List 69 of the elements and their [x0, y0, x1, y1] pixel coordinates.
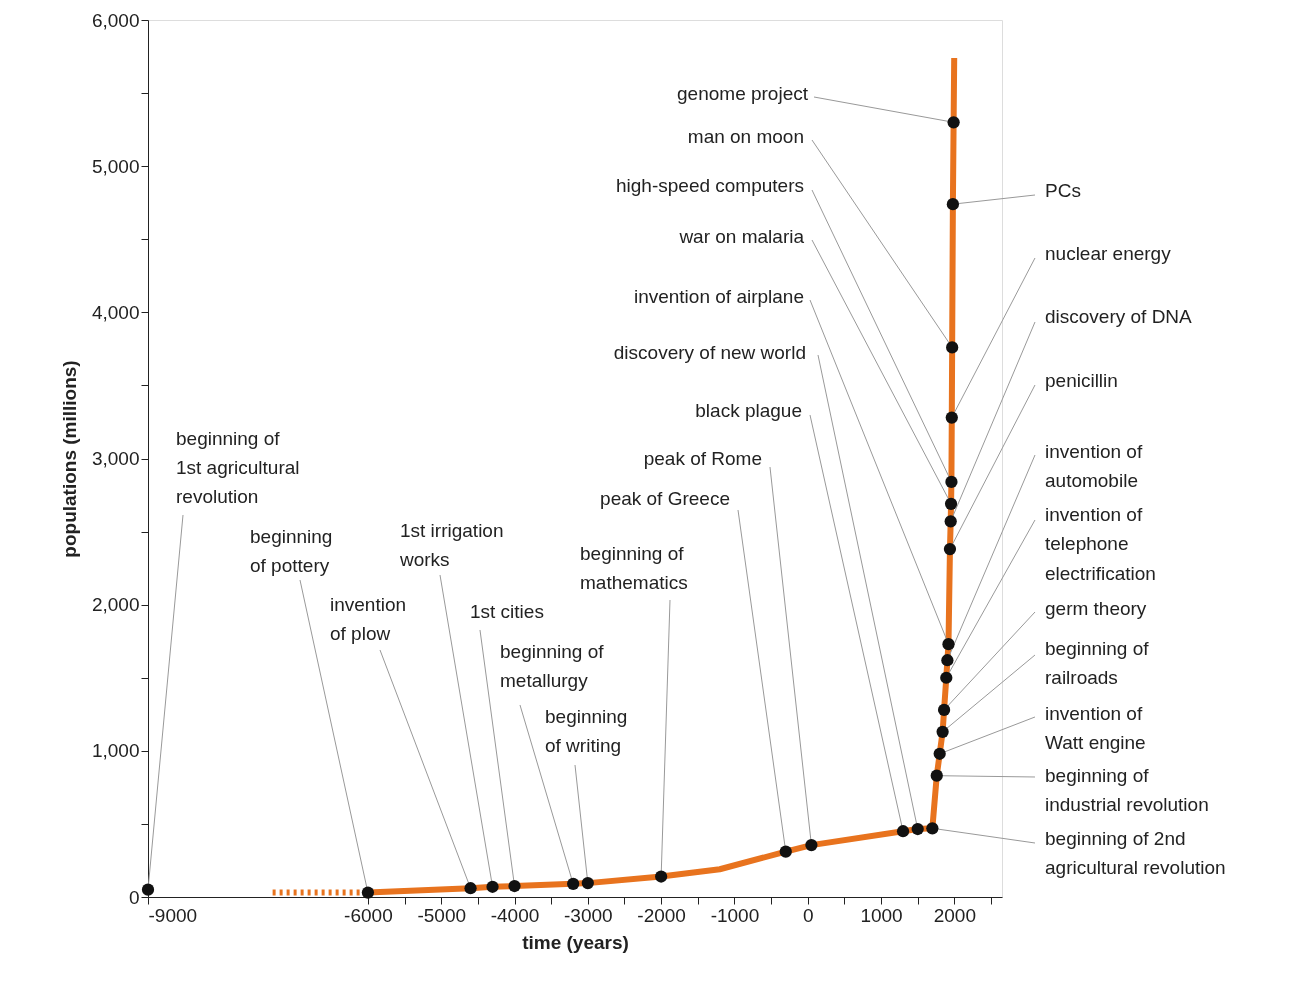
point: [943, 543, 957, 556]
point: [581, 877, 594, 890]
point: [896, 825, 910, 838]
y-tick-label: 4,000: [91, 301, 140, 323]
annotation: peak of Greece: [600, 488, 730, 509]
annotation: war on malaria: [678, 226, 805, 247]
annotation: 1st irrigation works: [399, 520, 504, 570]
y-tick-label: 1,000: [91, 740, 140, 762]
point: [944, 497, 958, 510]
y-tick-label: 6,000: [91, 9, 140, 31]
annotation: 1st cities: [470, 601, 544, 622]
y-tick-label: 2,000: [91, 594, 140, 616]
point: [940, 671, 953, 684]
annotation: germ theory: [1045, 598, 1147, 619]
annotation: nuclear energy: [1045, 243, 1172, 264]
annotation: high-speed computers: [616, 175, 804, 196]
annotation: PCs: [1045, 180, 1081, 201]
point: [805, 839, 818, 852]
annotation: beginning of 1st agricultural revolution: [176, 428, 300, 507]
annotation: beginning of writing: [545, 706, 628, 756]
point: [911, 822, 924, 836]
annotation: discovery of new world: [613, 342, 806, 363]
x-tick-label: -1000: [710, 904, 760, 926]
point: [464, 882, 477, 895]
point: [946, 198, 960, 211]
x-tick-label: -2000: [637, 904, 686, 926]
point: [926, 822, 939, 835]
point: [361, 886, 375, 899]
annotation: genome project: [677, 83, 809, 104]
annotation: invention of airplane: [633, 286, 804, 307]
text: electrification: [1045, 563, 1156, 584]
annotation: black plague: [695, 400, 802, 421]
y-tick-label: 0: [128, 886, 140, 908]
x-tick-label: -5000: [417, 904, 467, 926]
x-tick-label: -3000: [564, 904, 613, 926]
point: [930, 769, 943, 782]
point: [936, 725, 949, 738]
x-tick-label: 0: [802, 904, 814, 926]
point: [945, 411, 958, 424]
annotation: beginning of mathematics: [580, 543, 688, 593]
annotation: peak of Rome: [643, 448, 762, 469]
annotation: invention of plow: [330, 594, 407, 644]
y-tick-label: 3,000: [91, 448, 140, 469]
point: [941, 654, 954, 667]
point: [942, 638, 955, 651]
point: [486, 880, 499, 893]
annotation: beginning of pottery: [250, 526, 333, 576]
point: [937, 703, 951, 717]
annotation: discovery of DNA: [1045, 306, 1193, 327]
x-tick-label: -6000: [344, 904, 393, 926]
point: [944, 515, 957, 528]
y-tick-label: 5,000: [91, 155, 140, 177]
point: [655, 870, 668, 883]
point: [567, 877, 580, 890]
x-axis-title: time (years): [522, 931, 629, 953]
annotation: penicillin: [1045, 370, 1118, 391]
y-axis-title: populations (millions): [58, 360, 80, 558]
point: [946, 341, 959, 354]
point: [945, 475, 958, 488]
annotation: beginning of 2nd agricultural revolution: [1045, 828, 1226, 878]
x-tick-label: 2000: [933, 904, 976, 926]
x-tick-label: -9000: [148, 904, 198, 926]
point: [933, 747, 946, 760]
x-tick-label: -4000: [490, 904, 540, 926]
point: [508, 879, 521, 893]
annotation: man on moon: [687, 126, 804, 147]
point: [947, 116, 960, 129]
point: [779, 845, 792, 858]
x-tick-label: 1000: [860, 904, 903, 926]
